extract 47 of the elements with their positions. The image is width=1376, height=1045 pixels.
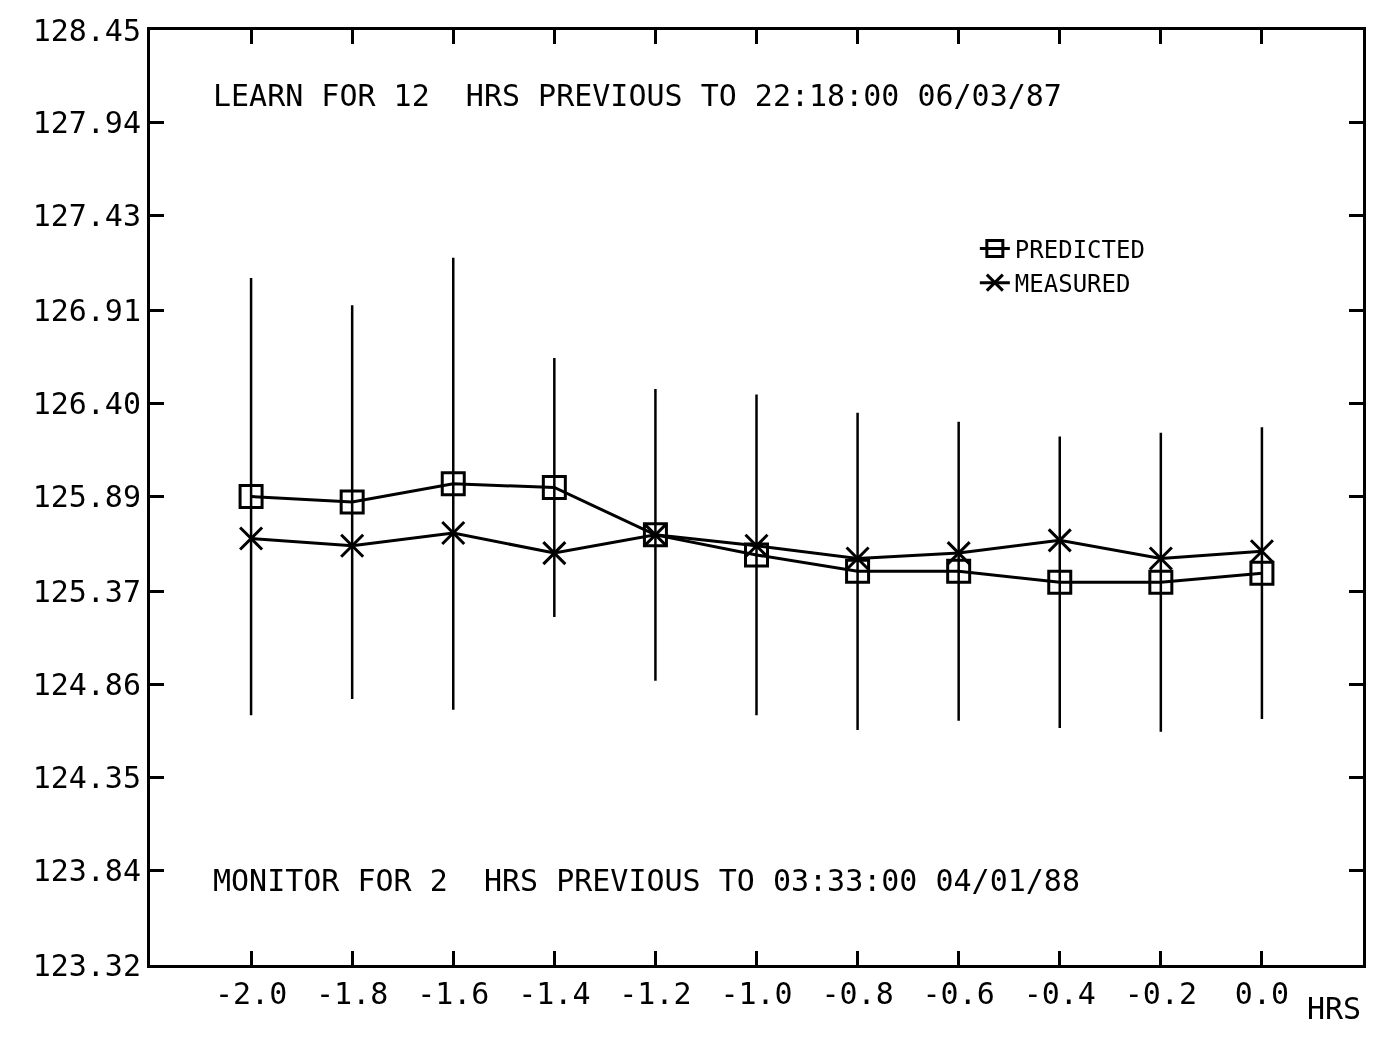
- point: [1047, 527, 1073, 553]
- x-tick-label: -1.6: [417, 976, 490, 1011]
- point: [946, 558, 972, 584]
- point: [440, 520, 466, 546]
- point: [1249, 538, 1275, 564]
- annotation: MONITOR FOR 2 HRS PREVIOUS TO 03:33:00 04/01/88: [213, 863, 1080, 898]
- x-tick-label: 0.0: [1234, 976, 1290, 1011]
- x-tick-label: -0.8: [821, 976, 894, 1011]
- point: [845, 558, 871, 584]
- y-tick-label: 126.91: [32, 293, 141, 329]
- legend-label: PREDICTED: [1014, 235, 1145, 264]
- point: [339, 533, 365, 559]
- point: [1148, 546, 1174, 572]
- point: [744, 533, 769, 559]
- x-axis-title: HRS: [1307, 991, 1362, 1026]
- legend-label: MEASURED: [1014, 270, 1131, 299]
- point: [339, 489, 365, 515]
- point: [744, 542, 769, 568]
- x-tick-label: -0.4: [1023, 976, 1096, 1011]
- point: [946, 540, 972, 566]
- x-tick-label: -0.6: [922, 976, 995, 1011]
- x-tick-label: -1.4: [518, 976, 591, 1011]
- annotation: LEARN FOR 12 HRS PREVIOUS TO 22:18:00 06/03/87: [213, 78, 1062, 113]
- y-tick-label: 123.32: [32, 947, 141, 983]
- point: [541, 474, 567, 500]
- point: [440, 471, 466, 497]
- y-tick-label: 127.94: [32, 105, 141, 141]
- y-tick-label: 126.40: [32, 386, 141, 422]
- y-tick-label: 124.86: [32, 666, 141, 702]
- y-tick-label: 125.89: [32, 479, 141, 515]
- point: [1148, 569, 1174, 595]
- y-tick-label: 123.84: [32, 852, 141, 888]
- y-tick-label: 125.37: [32, 573, 141, 609]
- point: [845, 546, 871, 572]
- point: [541, 540, 567, 566]
- y-tick-label: 127.43: [32, 198, 141, 234]
- y-tick-label: 128.45: [32, 12, 141, 48]
- x-tick-label: -0.2: [1124, 976, 1197, 1011]
- point: [238, 484, 264, 510]
- point: [1047, 569, 1073, 595]
- x-tick-label: -2.0: [214, 976, 288, 1011]
- y-tick-label: 124.35: [32, 759, 141, 795]
- x-tick-label: -1.2: [619, 976, 692, 1011]
- point: [238, 526, 264, 552]
- x-tick-label: -1.0: [720, 976, 793, 1011]
- x-tick-label: -1.8: [316, 976, 389, 1011]
- point: [1249, 560, 1275, 586]
